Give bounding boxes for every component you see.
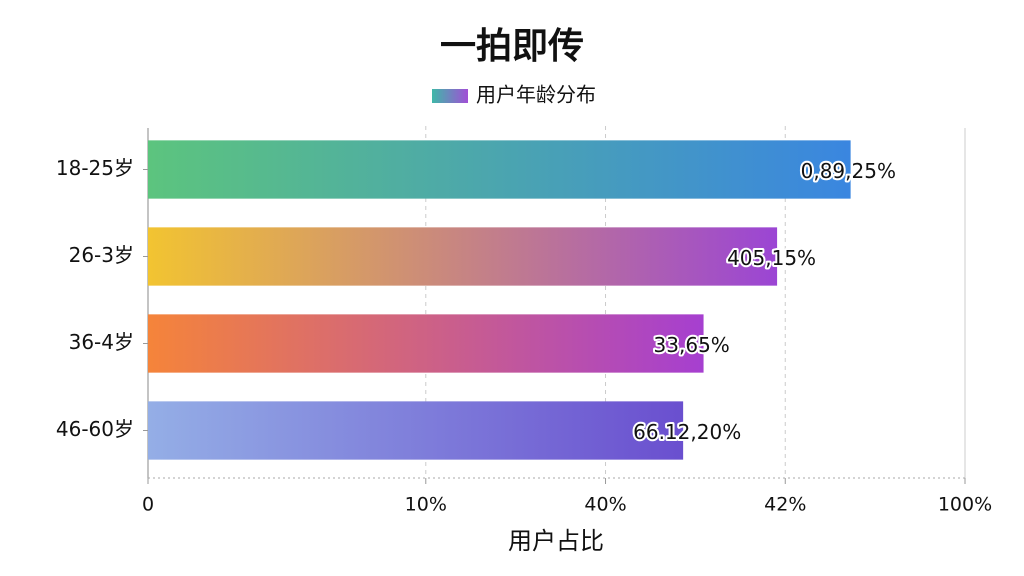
x-tick-label: 40%	[584, 494, 626, 516]
data-label: 405,15%	[727, 246, 816, 270]
bar	[148, 401, 684, 460]
bar	[148, 227, 778, 286]
data-label: 66.12,20%	[633, 420, 741, 444]
x-tick-label: 10%	[405, 494, 447, 516]
x-tick-label: 0	[142, 494, 154, 516]
legend-swatch	[432, 89, 468, 103]
chart-title: 一拍即传	[440, 26, 584, 67]
y-tick-label: 26-3岁	[69, 243, 134, 267]
x-axis-title: 用户占比	[508, 527, 604, 555]
y-tick-label: 46-60岁	[56, 417, 134, 441]
bar	[148, 140, 851, 199]
data-label: 33,65%	[654, 333, 730, 357]
data-label: 0,89,25%	[801, 159, 896, 183]
legend-label: 用户年龄分布	[476, 83, 596, 107]
y-tick-label: 18-25岁	[56, 156, 134, 180]
x-tick-label: 100%	[938, 494, 992, 516]
y-tick-label: 36-4岁	[69, 330, 134, 354]
x-tick-label: 42%	[764, 494, 806, 516]
bar	[148, 314, 704, 373]
